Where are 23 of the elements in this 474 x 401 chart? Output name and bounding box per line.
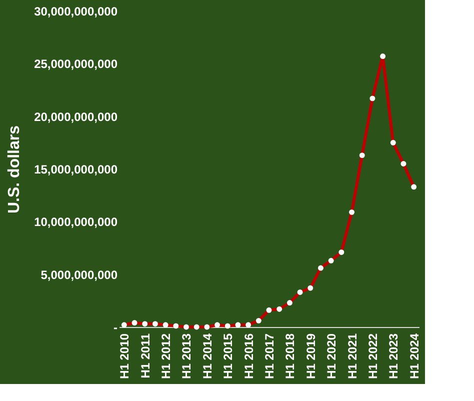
x-tick-label: H1 2010	[118, 333, 132, 379]
y-tick-label: 15,000,000,000	[34, 162, 118, 176]
x-tick-label: H1 2020	[324, 333, 339, 379]
x-tick-label: H1 2014	[200, 333, 214, 379]
x-tick-label: H1 2015	[221, 333, 236, 379]
x-tick-label: H1 2019	[304, 333, 318, 379]
x-tick-label: H1 2011	[138, 333, 152, 378]
y-axis-title: U.S. dollars	[6, 125, 24, 214]
y-tick-label: 20,000,000,000	[34, 110, 118, 124]
x-tick-label: H1 2021	[345, 333, 360, 379]
y-tick-label: 10,000,000,000	[34, 215, 118, 230]
x-tick-label: H1 2013	[180, 333, 194, 379]
x-tick-label: H1 2023	[386, 333, 401, 379]
y-tick-label: 5,000,000,000	[40, 268, 118, 282]
x-tick-label: H1 2018	[283, 333, 298, 379]
y-tick-label: 30,000,000,000	[34, 4, 118, 18]
y-tick-label: -	[114, 320, 118, 334]
x-tick-label: H1 2017	[262, 333, 276, 379]
x-tick-label: H1 2022	[366, 333, 380, 379]
x-tick-label: H1 2016	[242, 333, 256, 379]
x-tick-label: H1 2012	[159, 333, 174, 379]
x-tick-label: H1 2024	[407, 333, 422, 379]
y-tick-label: 25,000,000,000	[34, 57, 118, 72]
